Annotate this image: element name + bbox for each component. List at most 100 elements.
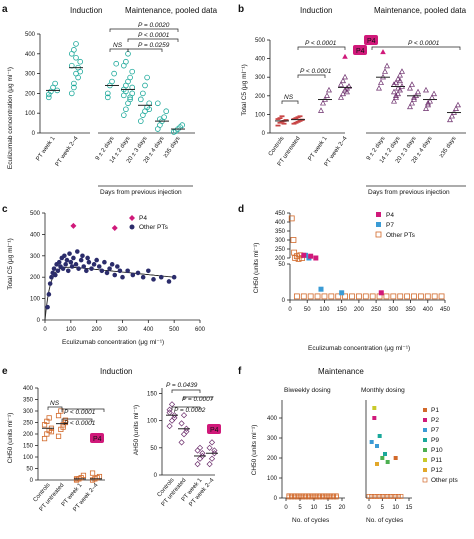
panel-d-point-other — [431, 293, 438, 300]
panel-d-point-other — [314, 293, 321, 300]
panel-d-ytick-label: 200 — [275, 256, 286, 262]
panel-e-point-right — [178, 420, 185, 427]
panel-d-point-other — [295, 255, 302, 262]
panel-f-point-other — [382, 494, 388, 499]
panel-f-point-other — [292, 493, 297, 499]
panel-a-ytick-label: 400 — [25, 52, 36, 58]
panel-e-right-ann-1: P = 0.0439 — [166, 382, 198, 389]
panel-b-point — [384, 62, 390, 69]
panel-a-point — [142, 82, 148, 89]
panel-e-ann-1: P < 0.0001 — [64, 409, 96, 416]
panel-b-point — [393, 79, 399, 85]
panel-b-point — [318, 107, 324, 113]
panel-a-ann-1: P = 0.0020 — [138, 22, 170, 29]
panel-b-point — [391, 88, 397, 95]
panel-c-fit-curve — [44, 266, 175, 321]
panel-c-xtick-label: 300 — [117, 327, 128, 333]
panel-e-points-right — [166, 401, 218, 468]
panel-a-point — [45, 91, 52, 98]
panel-f-point-other — [374, 494, 380, 499]
panel-b-bracket-2 — [297, 46, 346, 50]
panel-d-legend-p7-marker — [376, 222, 381, 227]
panel-c-xtick-label: 600 — [195, 327, 206, 333]
panel-e-ytick-left-label: 150 — [23, 444, 34, 450]
panel-e-label: e — [2, 366, 8, 377]
panel-b-point — [338, 81, 344, 87]
panel-d-point-other — [362, 293, 369, 300]
panel-b-point — [453, 105, 459, 111]
panel-f-legend-marker — [423, 438, 427, 442]
panel-b-point — [407, 85, 413, 91]
panel-f-point-other — [371, 494, 377, 499]
panel-f-point-other — [390, 494, 396, 499]
panel-d-point-other — [355, 293, 362, 300]
panel-c-points — [45, 222, 177, 310]
panel-f-legend-marker — [422, 477, 428, 483]
panel-e-point-right — [166, 422, 173, 430]
panel-a-point — [129, 68, 136, 75]
panel-e-title: Induction — [100, 367, 132, 376]
panel-a-point — [45, 94, 52, 101]
panel-a-label: a — [2, 4, 8, 15]
panel-c-point-other — [56, 259, 62, 265]
panel-b-ann-2: P < 0.0001 — [305, 40, 337, 47]
panel-f-point-other — [398, 494, 404, 499]
panel-b-point — [320, 99, 326, 106]
panel-e-ytick-left-label: 400 — [23, 386, 34, 392]
panel-c-point-other — [49, 274, 54, 280]
panel-f-point-p9 — [383, 452, 387, 456]
panel-e-right-bracket-2 — [183, 396, 213, 400]
panel-b-ann-ns: NS — [284, 94, 294, 101]
panel-a-xcat-label: PT week 2–4 — [55, 135, 80, 168]
panel-e-ytick-right-label: 0 — [154, 473, 158, 479]
panel-f-legend: P1 P2 P7 P9 P10 P11 P12 Other pts — [422, 407, 458, 484]
panel-a-point — [52, 80, 58, 87]
panel-b-point — [346, 83, 352, 89]
panel-b-ytick-label: 200 — [255, 94, 266, 100]
panel-f-point-other — [369, 494, 375, 499]
panel-f-xlabel-left: No. of cycles — [292, 517, 330, 524]
panel-e-ann-2: P < 0.0001 — [64, 420, 96, 427]
panel-a-point — [144, 74, 150, 81]
panel-f-ytick-label: 300 — [267, 436, 278, 442]
panel-f-point-p9 — [377, 434, 382, 438]
panel-c-ytick-label: 100 — [30, 297, 41, 303]
panel-f-point-other — [297, 493, 303, 499]
panel-e-point-right — [211, 450, 218, 457]
panel-e-ytick-left-label: 200 — [23, 432, 34, 438]
panel-d-ytick-label: 350 — [275, 229, 286, 235]
panel-e-badge-p4-text: P4 — [93, 436, 102, 443]
panel-c-ytick-label: 300 — [30, 254, 41, 260]
panel-f-legend-marker — [423, 458, 427, 462]
panel-c-point-other — [68, 259, 74, 265]
panel-b-ylabel: Total C5 (μg ml⁻¹) — [241, 64, 248, 116]
panel-d-xtick-label: 50 — [304, 307, 311, 313]
panel-b-point — [340, 77, 346, 84]
panel-f-point-other — [286, 493, 292, 499]
panel-a-point — [73, 41, 79, 47]
panel-e-point-left — [46, 415, 52, 421]
panel-d-point-other — [404, 293, 411, 300]
panel-e-right-ann-2: P = 0.0007 — [182, 396, 214, 403]
panel-a-point — [127, 74, 133, 81]
panel-d-xtick-label: 150 — [337, 307, 348, 313]
panel-f-subtitle-biweekly: Biweekly dosing — [284, 387, 331, 394]
panel-a-point — [105, 90, 111, 97]
panel-e-right-bracket-3 — [171, 406, 201, 410]
panel-c-ytick-label: 0 — [37, 318, 41, 324]
panel-f-xtick-right-label: 10 — [392, 505, 399, 511]
panel-e-bracket-2 — [61, 418, 93, 422]
panel-d-legend-other: Other PTs — [386, 232, 416, 239]
panel-c-xtick-label: 500 — [169, 327, 180, 333]
panel-d-xtick-label: 350 — [406, 307, 417, 313]
panel-f-legend-marker — [423, 428, 427, 432]
panel-a-point — [77, 58, 83, 65]
panel-a-ytick-label: 200 — [25, 91, 36, 97]
panel-f-point-other — [320, 493, 325, 499]
panel-d-point-other — [417, 293, 424, 300]
panel-a-bracket-3 — [127, 48, 163, 52]
